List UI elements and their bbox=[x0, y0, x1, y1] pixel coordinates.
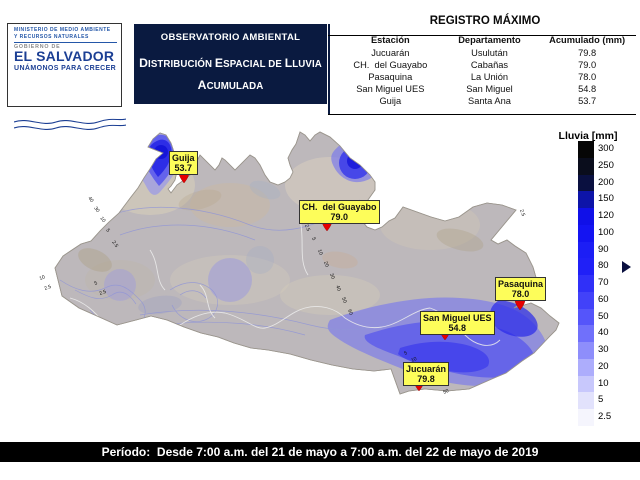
svg-text:40: 40 bbox=[86, 196, 94, 204]
svg-text:2.5: 2.5 bbox=[44, 284, 53, 292]
svg-text:10: 10 bbox=[39, 274, 46, 282]
svg-text:2.5: 2.5 bbox=[518, 209, 526, 218]
svg-text:10: 10 bbox=[98, 216, 106, 224]
svg-text:30: 30 bbox=[92, 206, 100, 214]
